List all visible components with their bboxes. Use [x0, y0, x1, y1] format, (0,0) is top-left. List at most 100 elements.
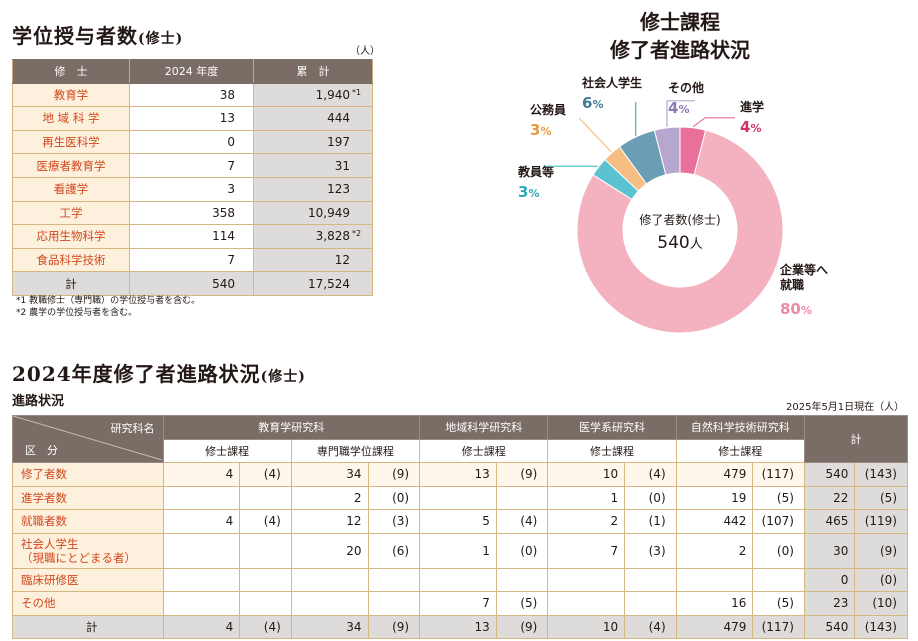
total-paren: (119)	[854, 509, 908, 534]
count-value: 16	[675, 591, 754, 616]
count-value: 479	[675, 462, 754, 487]
count-value: 2	[290, 485, 369, 510]
total-header: 計	[803, 415, 909, 463]
paren-value	[239, 532, 292, 569]
cumulative-value: 1,940 *1	[253, 82, 373, 108]
paren-value	[239, 567, 292, 592]
year-value: 13	[129, 106, 254, 131]
total-paren: (0)	[854, 567, 908, 592]
paren-value: (0)	[624, 485, 677, 510]
count-value: 1	[547, 485, 626, 510]
count-value	[675, 567, 754, 592]
table-row: 臨床研修医 0 (0)	[12, 567, 908, 592]
col-header: 累 計	[253, 59, 373, 84]
year-value: 0	[129, 129, 254, 155]
slice-percent: 3%	[530, 121, 552, 139]
table-row: 看護学 3 123	[12, 176, 373, 202]
total-paren: (10)	[854, 591, 908, 616]
count-value	[162, 567, 241, 592]
count-value: 2	[547, 509, 626, 534]
slice-label: 進学	[740, 100, 765, 114]
year-value: 7	[129, 247, 254, 273]
paren-value: (117)	[752, 614, 805, 639]
degrees-title: 学位授与者数(修士)	[12, 24, 184, 48]
row-label: 応用生物科学	[12, 224, 130, 249]
slice-percent: 4%	[668, 99, 690, 117]
school-header: 地域科学研究科	[419, 415, 549, 440]
center-label: 修了者数(修士)	[639, 212, 720, 227]
row-label: 教育学	[12, 82, 130, 108]
count-value	[419, 567, 497, 592]
paren-value: (4)	[239, 462, 292, 487]
count-value: 5	[419, 509, 497, 534]
count-value: 479	[675, 614, 754, 639]
row-label: 再生医科学	[12, 129, 130, 155]
paren-value: (1)	[624, 509, 677, 534]
row-label: 食品科学技術	[12, 247, 130, 273]
paren-value: (4)	[495, 509, 549, 534]
cumulative-value: 123	[253, 176, 373, 202]
count-value: 19	[675, 485, 754, 510]
slice-label: 公務員	[530, 103, 567, 117]
count-value: 20	[290, 532, 369, 569]
slice-percent: 4%	[740, 118, 762, 136]
table-row: 工学 358 10,949	[12, 200, 373, 226]
table-row: 食品科学技術 7 12	[12, 247, 373, 273]
row-label: その他	[12, 591, 164, 616]
count-value	[547, 567, 626, 592]
count-value: 4	[162, 509, 241, 534]
program-header: 修士課程	[675, 438, 805, 463]
total-label: 計	[12, 271, 130, 296]
center-value: 540人	[657, 233, 702, 253]
corner-header: 研究科名 区 分	[12, 415, 164, 463]
paren-value: (9)	[495, 614, 549, 639]
paren-value: (9)	[367, 462, 421, 487]
paren-value	[239, 591, 292, 616]
slice-label: 社会人学生	[582, 76, 643, 90]
row-label: 工学	[12, 200, 130, 226]
slice-label: 教員等	[518, 165, 555, 179]
row-label: 臨床研修医	[12, 567, 164, 592]
col-header: 2024 年度	[129, 59, 254, 84]
paren-value	[367, 567, 421, 592]
total-paren: (143)	[854, 462, 908, 487]
total-row: 計 540 17,524	[12, 271, 373, 296]
total-paren: (143)	[854, 614, 908, 639]
paren-value	[239, 485, 292, 510]
count-value	[547, 591, 626, 616]
table-row: 地 域 科 学 13 444	[12, 106, 373, 131]
degrees-table: 修 士 2024 年度 累 計 教育学 38 1,940 *1 地 域 科 学 13 444…	[12, 59, 373, 296]
table-row: 進学者数 2 (0) 1 (0) 19 (5) 22 (5)	[12, 485, 908, 510]
table-row: 修了者数 4 (4) 34 (9) 13 (9) 10 (4) 479 (117) 540 (143)	[12, 462, 908, 487]
total-year: 540	[129, 271, 254, 296]
cumulative-value: 444	[253, 106, 373, 131]
row-label: 医療者教育学	[12, 153, 130, 178]
pie-slice	[576, 129, 784, 334]
paren-value: (9)	[495, 462, 549, 487]
paren-value	[752, 567, 805, 592]
cumulative-value: 197	[253, 129, 373, 155]
row-label: 地 域 科 学	[12, 106, 130, 131]
total-cumulative: 17,524	[253, 271, 373, 296]
count-value: 12	[290, 509, 369, 534]
year-value: 3	[129, 176, 254, 202]
note-marker: *1	[352, 87, 362, 97]
table-row: 教育学 38 1,940 *1	[12, 82, 373, 108]
slice-percent: 80%	[780, 300, 812, 318]
count-value: 442	[675, 509, 754, 534]
school-header: 教育学研究科	[162, 415, 421, 440]
count-value	[419, 485, 497, 510]
table-row: 社会人学生 （現職にとどまる者） 20 (6) 1 (0) 7 (3) 2 (0) 30 (9)	[12, 532, 908, 569]
row-label: 就職者数	[12, 509, 164, 534]
paren-value: (4)	[624, 614, 677, 639]
program-header: 修士課程	[419, 438, 549, 463]
career-donut-chart: 修了者数(修士) 540人	[576, 126, 784, 334]
total-count: 23	[803, 591, 856, 616]
count-value	[290, 567, 369, 592]
table-row: 就職者数 4 (4) 12 (3) 5 (4) 2 (1) 442 (107) 465 (119)	[12, 509, 908, 534]
as-of-date: 2025年5月1日現在（人）	[786, 402, 905, 413]
career-table: 研究科名 区 分 教育学研究科 地域科学研究科 医学系研究科 自然科学技術研究科…	[12, 415, 909, 639]
chart-title: 修士課程 修了者進路状況	[610, 10, 750, 62]
total-count: 540	[803, 462, 856, 487]
degrees-unit: （人）	[350, 46, 380, 57]
